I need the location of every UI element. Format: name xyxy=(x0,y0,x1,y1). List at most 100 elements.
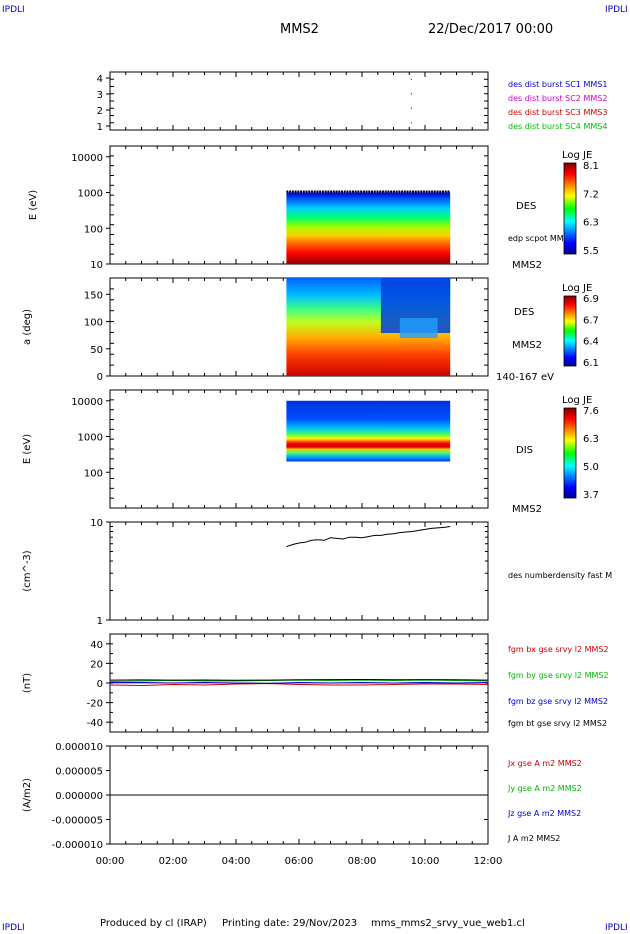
y-tick-label: 100 xyxy=(84,318,103,329)
heatmap-edge-pixel xyxy=(409,190,412,193)
colorbar xyxy=(563,407,577,499)
heatmap-edge-pixel xyxy=(327,190,330,193)
y-tick-label: 1 xyxy=(97,122,103,133)
y-tick-label: 0.000010 xyxy=(55,742,103,753)
series-label: fgm bz gse srvy l2 MMS2 xyxy=(508,697,608,706)
y-tick-label: -40 xyxy=(87,718,103,729)
y-axis-label: (A/m2) xyxy=(22,778,33,812)
heatmap-edge-pixel xyxy=(417,190,420,193)
heatmap-edge-pixel xyxy=(365,190,368,193)
dis-energy-heatmap xyxy=(286,400,451,462)
footer-printing-date: Printing date: 29/Nov/2023 xyxy=(222,918,358,929)
heatmap-edge-pixel xyxy=(354,190,357,193)
series-label: fgm by gse srvy l2 MMS2 xyxy=(508,671,609,680)
colorbar-title: Log JE xyxy=(562,150,592,161)
heatmap-edge-pixel xyxy=(324,190,327,193)
coverage-point xyxy=(410,78,412,80)
y-tick-label: 1 xyxy=(97,616,103,627)
colorbar-tick-label: 6.9 xyxy=(583,294,599,305)
heatmap-edge-pixel xyxy=(297,190,300,193)
y-tick-label: 10000 xyxy=(71,397,103,408)
colorbar xyxy=(563,295,577,367)
heatmap-edge-pixel xyxy=(349,190,352,193)
heatmap-edge-pixel xyxy=(422,190,425,193)
colorbar-tick-label: 6.3 xyxy=(583,434,599,445)
series-label: Jx gse A m2 MMS2 xyxy=(507,759,582,768)
y-axis-label: E (eV) xyxy=(28,190,39,220)
corner-mark-top-right: IPDLI xyxy=(605,5,628,15)
heatmap-edge-pixel xyxy=(302,190,305,193)
des-energy-heatmap xyxy=(286,192,451,264)
heatmap-edge-pixel xyxy=(362,190,365,193)
y-tick-label: 2 xyxy=(97,106,103,117)
heatmap-edge-pixel xyxy=(316,190,319,193)
instrument-label: DIS xyxy=(516,445,533,456)
colorbar-tick-label: 3.7 xyxy=(583,490,599,501)
plot-canvas: 4 3 2 1 des dist burst SC1 MMS1 des dist burs… xyxy=(22,71,612,867)
y-tick-label: 10 xyxy=(90,260,103,271)
heatmap-edge-pixel xyxy=(442,190,445,193)
y-tick-label: 10 xyxy=(90,518,103,529)
y-tick-label: -20 xyxy=(87,699,103,710)
panel-density-frame xyxy=(109,521,489,621)
colorbar-tick-label: 8.1 xyxy=(583,161,599,172)
series-label: Jz gse A m2 MMS2 xyxy=(507,809,581,818)
colorbar-tick-label: 5.0 xyxy=(583,462,599,473)
heatmap-edge-pixel xyxy=(330,190,333,193)
y-tick-label: 1000 xyxy=(78,433,103,444)
heatmap-edge-pixel xyxy=(436,190,439,193)
heatmap-edge-pixel xyxy=(398,190,401,193)
heatmap-edge-pixel xyxy=(428,190,431,193)
heatmap-edge-pixel xyxy=(403,190,406,193)
footer-filename: mms_mms2_srvy_vue_web1.cl xyxy=(371,918,525,929)
heatmap-edge-pixel xyxy=(414,190,417,193)
y-tick-label: 4 xyxy=(97,74,103,85)
date-title: 22/Dec/2017 00:00 xyxy=(428,22,554,37)
colorbar-tick-label: 6.3 xyxy=(583,218,599,229)
heatmap-edge-pixel xyxy=(376,190,379,193)
density-series-line xyxy=(286,526,451,548)
x-tick-label: 02:00 xyxy=(159,856,188,867)
heatmap-edge-pixel xyxy=(305,190,308,193)
heatmap-edge-pixel xyxy=(433,190,436,193)
y-axis-label: a (deg) xyxy=(22,309,33,345)
heatmap-edge-pixel xyxy=(395,190,398,193)
y-tick-label: 20 xyxy=(90,659,103,670)
y-tick-label: 100 xyxy=(84,468,103,479)
coverage-point xyxy=(410,107,412,109)
x-tick-label: 12:00 xyxy=(474,856,503,867)
heatmap-edge-pixel xyxy=(420,190,423,193)
legend-label: des dist burst SC2 MMS2 xyxy=(508,94,607,103)
heatmap-edge-pixel xyxy=(338,190,341,193)
y-tick-label: 150 xyxy=(84,290,103,301)
corner-mark-top-left: IPDLI xyxy=(2,5,25,15)
heatmap-edge-pixel xyxy=(332,190,335,193)
heatmap-edge-pixel xyxy=(321,190,324,193)
heatmap-edge-pixel xyxy=(300,190,303,193)
heatmap-edge-pixel xyxy=(384,190,387,193)
series-label: J A m2 MMS2 xyxy=(507,834,560,843)
x-tick-label: 08:00 xyxy=(348,856,377,867)
instrument-label: DES xyxy=(516,201,536,212)
heatmap-edge-pixel xyxy=(341,190,343,193)
colorbar-title: Log JE xyxy=(562,395,592,406)
y-tick-label: 3 xyxy=(97,90,103,101)
overlay-label: edp scpot MMS2 xyxy=(508,234,574,243)
corner-mark-bottom-left: IPDLI xyxy=(2,923,25,933)
fgm-series-line xyxy=(110,681,489,685)
y-tick-label: -0.000010 xyxy=(52,840,103,851)
heatmap-edge-pixel xyxy=(313,190,316,193)
heatmap-edge-pixel xyxy=(351,190,354,193)
heatmap-edge-pixel xyxy=(381,190,384,193)
heatmap-edge-pixel xyxy=(392,190,395,193)
heatmap-edge-pixel xyxy=(425,190,428,193)
heatmap-edge-pixel xyxy=(319,190,322,193)
heatmap-edge-pixel xyxy=(411,190,414,193)
spacecraft-label: MMS2 xyxy=(512,260,542,271)
series-label: Jy gse A m2 MMS2 xyxy=(507,784,582,793)
heatmap-edge-pixel xyxy=(310,190,313,193)
legend-label: des dist burst SC4 MMS4 xyxy=(508,122,607,131)
spacecraft-label: MMS2 xyxy=(512,340,542,351)
heatmap-edge-pixel xyxy=(373,190,376,193)
colorbar-tick-label: 6.7 xyxy=(583,315,599,326)
